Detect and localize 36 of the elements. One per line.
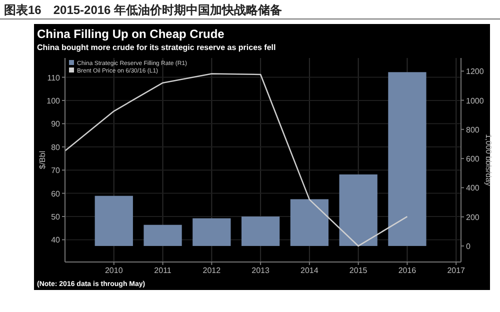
y2-tick-label: 400 xyxy=(466,184,480,193)
y2-tick-label: 600 xyxy=(466,154,480,164)
y-tick-label: 100 xyxy=(46,96,61,106)
y2-tick-label: 200 xyxy=(466,212,480,222)
y-tick-label: 50 xyxy=(51,212,61,222)
y2-tick-label: 800 xyxy=(466,125,480,134)
y-tick-label: 110 xyxy=(47,73,61,82)
bar xyxy=(339,174,378,246)
chart-title: 图表16 2015-2016 年低油价时期中国加快战略储备 xyxy=(4,3,282,17)
bar xyxy=(144,224,182,246)
y2-axis-title: 1,000 bbls/day xyxy=(484,134,493,186)
x-tick-label: 2015 xyxy=(349,266,368,275)
bar xyxy=(94,196,133,246)
y2-tick-label: 1000 xyxy=(466,96,484,106)
y-tick-label: 90 xyxy=(51,120,61,129)
x-tick-label: 2017 xyxy=(447,266,466,275)
y-tick-label: 70 xyxy=(51,166,61,176)
y2-tick-label: 0 xyxy=(466,242,471,251)
x-tick-label: 2014 xyxy=(300,266,319,275)
text: China bought more crude for its strategic reserve as prices fell xyxy=(37,43,276,52)
x-tick-label: 2013 xyxy=(252,266,270,275)
x-tick-label: 2012 xyxy=(202,266,222,275)
bar xyxy=(388,72,426,246)
bar xyxy=(290,199,329,246)
bar xyxy=(192,218,231,246)
bar xyxy=(241,216,280,246)
chart-subtitle: China Filling Up on Cheap Crude xyxy=(37,27,225,41)
y-tick-label: 60 xyxy=(51,189,61,198)
x-tick-label: 2010 xyxy=(104,266,124,275)
x-tick-label: 2011 xyxy=(154,266,172,275)
y-axis-title: $/Bbl xyxy=(38,150,47,170)
line-series xyxy=(64,73,408,247)
y-tick-label: 80 xyxy=(51,142,61,152)
x-tick-label: 2016 xyxy=(398,266,417,275)
y2-tick-label: 1200 xyxy=(466,67,484,76)
y-tick-label: 40 xyxy=(51,236,61,245)
